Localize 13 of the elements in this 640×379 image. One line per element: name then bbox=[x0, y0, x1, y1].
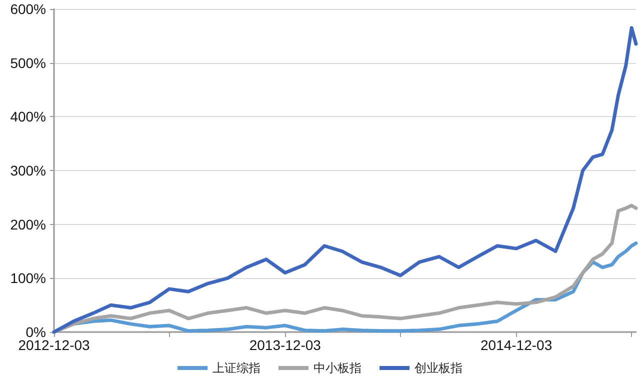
y-tick-label: 400% bbox=[10, 108, 46, 125]
y-tick-label: 200% bbox=[10, 216, 46, 232]
y-tick-label: 0% bbox=[26, 324, 46, 340]
y-tick-label: 500% bbox=[10, 54, 46, 71]
y-tick-label: 600% bbox=[10, 1, 46, 17]
x-tick-label: 2012-12-03 bbox=[18, 337, 90, 353]
x-tick-label: 2014-12-03 bbox=[480, 337, 552, 353]
legend-label: 上证综指 bbox=[212, 361, 260, 375]
y-tick-label: 100% bbox=[10, 270, 46, 286]
legend-label: 中小板指 bbox=[314, 361, 362, 375]
y-tick-label: 300% bbox=[10, 162, 46, 178]
x-tick-label: 2013-12-03 bbox=[249, 337, 322, 353]
legend-label: 创业板指 bbox=[414, 361, 462, 375]
